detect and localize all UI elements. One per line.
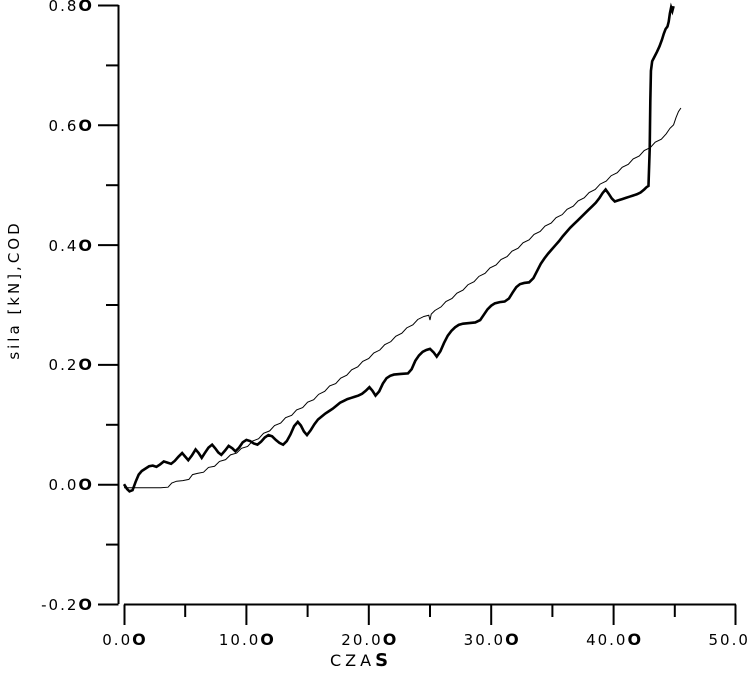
x-tick-label: 40.0O	[586, 630, 642, 649]
series-line-1	[122, 2, 675, 493]
series-line-2	[124, 107, 682, 489]
y-axis-ticks	[98, 4, 119, 606]
x-tick-label: 0.0O	[102, 630, 146, 649]
y-tick-label: 0.0O	[48, 475, 92, 495]
y-tick-label: 0.2O	[48, 355, 92, 375]
axes	[117, 5, 736, 606]
x-tick-label: 20.0O	[341, 630, 397, 649]
y-axis-title: sila [kN],COD	[5, 220, 23, 360]
x-tick-label: 50.0O	[708, 631, 749, 649]
y-tick-label: -0.2O	[41, 595, 92, 614]
y-tick-label: 0.6O	[48, 115, 92, 135]
x-axis-title-text: CZAS	[330, 650, 393, 671]
x-axis-title: CZAS	[330, 650, 392, 671]
x-axis-ticks	[123, 604, 737, 625]
y-tick-label: 0.4O	[48, 235, 92, 255]
data-series	[122, 2, 682, 493]
y-tick-label: 0.8O	[48, 0, 92, 15]
x-tick-label: 30.0O	[463, 630, 519, 649]
x-tick-label: 10.0O	[218, 630, 274, 649]
